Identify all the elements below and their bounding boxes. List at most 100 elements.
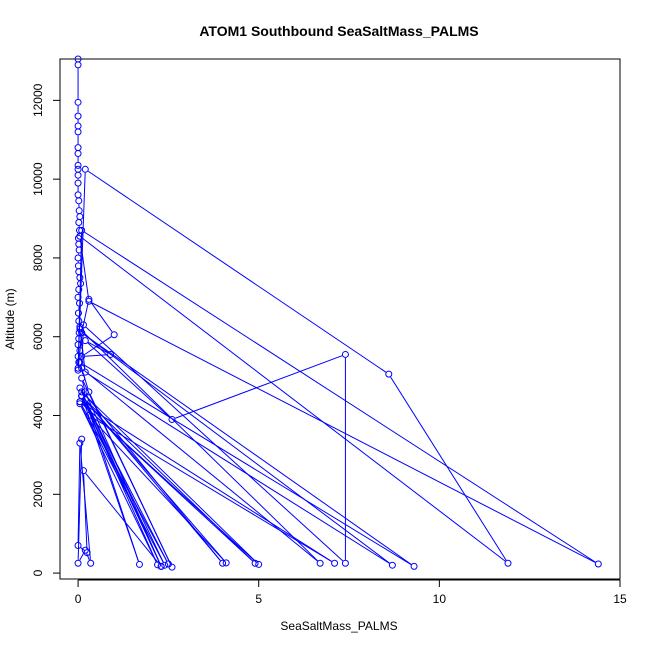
data-point xyxy=(76,400,84,408)
x-axis: 0 5 10 15 xyxy=(75,579,627,606)
data-point xyxy=(110,331,118,339)
data-point xyxy=(75,207,83,215)
data-point xyxy=(87,559,95,567)
data-point xyxy=(594,560,602,568)
y-tick-label: 0 xyxy=(31,569,45,576)
data-point xyxy=(74,179,82,187)
data-point xyxy=(81,165,89,173)
data-point xyxy=(74,150,82,158)
series-segment xyxy=(88,341,108,354)
data-point xyxy=(164,560,172,568)
series-segment xyxy=(90,417,225,561)
x-axis-label: SeaSaltMass_PALMS xyxy=(280,619,397,633)
series-segment xyxy=(82,398,161,564)
series-segment xyxy=(87,170,387,373)
series-segment xyxy=(390,376,507,561)
data-point xyxy=(255,560,263,568)
data-point xyxy=(76,358,84,366)
data-point xyxy=(410,562,418,570)
series-segment xyxy=(86,553,90,561)
data-point xyxy=(251,559,259,567)
data-point xyxy=(81,546,89,554)
data-point xyxy=(157,562,165,570)
data-point xyxy=(78,392,86,400)
series-segment xyxy=(82,238,506,562)
data-point xyxy=(341,559,349,567)
data-point xyxy=(76,325,84,333)
series-segment xyxy=(91,302,596,563)
data-point xyxy=(161,561,169,569)
data-point xyxy=(74,309,82,317)
y-tick-label: 6000 xyxy=(31,323,45,350)
data-point xyxy=(331,559,339,567)
data-point xyxy=(168,415,176,423)
data-point xyxy=(219,559,227,567)
data-point xyxy=(74,122,82,130)
series-segment xyxy=(82,394,164,563)
data-point xyxy=(74,128,82,136)
series-segment xyxy=(85,402,139,562)
y-tick-label: 10000 xyxy=(31,162,45,196)
data-point xyxy=(78,226,86,234)
series-segment xyxy=(85,354,108,357)
data-point xyxy=(74,98,82,106)
x-tick-label: 5 xyxy=(255,592,262,606)
series-segment xyxy=(84,334,390,564)
data-point xyxy=(75,246,83,254)
series-segment xyxy=(81,404,168,562)
data-point xyxy=(504,559,512,567)
series-segment xyxy=(82,381,85,389)
data-point xyxy=(75,285,83,293)
data-point xyxy=(154,561,162,569)
series-points xyxy=(74,55,602,571)
series-segment xyxy=(91,416,332,562)
series-segment xyxy=(90,301,113,333)
series-segment xyxy=(82,403,332,562)
series-segment xyxy=(82,363,412,565)
x-tick-label: 15 xyxy=(613,592,627,606)
data-point xyxy=(79,467,87,475)
data-point xyxy=(78,329,86,337)
data-point xyxy=(74,254,82,262)
data-point xyxy=(74,112,82,120)
data-point xyxy=(316,559,324,567)
series-segment xyxy=(175,355,343,419)
data-point xyxy=(85,388,93,396)
data-point xyxy=(76,299,84,307)
series-segment xyxy=(77,442,83,560)
data-point xyxy=(76,439,84,447)
data-point xyxy=(85,297,93,305)
series-lines xyxy=(77,68,596,565)
data-point xyxy=(78,388,86,396)
y-axis-label: Altitude (m) xyxy=(3,288,17,349)
series-segment xyxy=(79,553,85,561)
series-segment xyxy=(87,373,390,564)
data-point xyxy=(385,370,393,378)
series-segment xyxy=(82,398,168,562)
chart-title: ATOM1 Southbound SeaSaltMass_PALMS xyxy=(199,23,478,39)
data-point xyxy=(81,368,89,376)
series-segment xyxy=(79,446,91,560)
data-point xyxy=(74,61,82,69)
y-tick-label: 4000 xyxy=(31,402,45,429)
series-segment xyxy=(81,406,164,563)
data-point xyxy=(81,337,89,345)
data-point xyxy=(75,197,83,205)
data-point xyxy=(78,435,86,443)
data-point xyxy=(74,171,82,179)
data-point xyxy=(85,295,93,303)
data-point xyxy=(107,350,115,358)
data-point xyxy=(74,234,82,242)
data-point xyxy=(341,350,349,358)
series-segment xyxy=(83,398,225,561)
data-point xyxy=(74,161,82,169)
data-point xyxy=(74,559,82,567)
series-segment xyxy=(84,231,596,563)
y-tick-label: 12000 xyxy=(31,83,45,117)
data-point xyxy=(74,542,82,550)
data-point xyxy=(76,213,84,221)
series-segment xyxy=(85,473,160,564)
data-point xyxy=(74,165,82,173)
data-point xyxy=(85,412,93,420)
